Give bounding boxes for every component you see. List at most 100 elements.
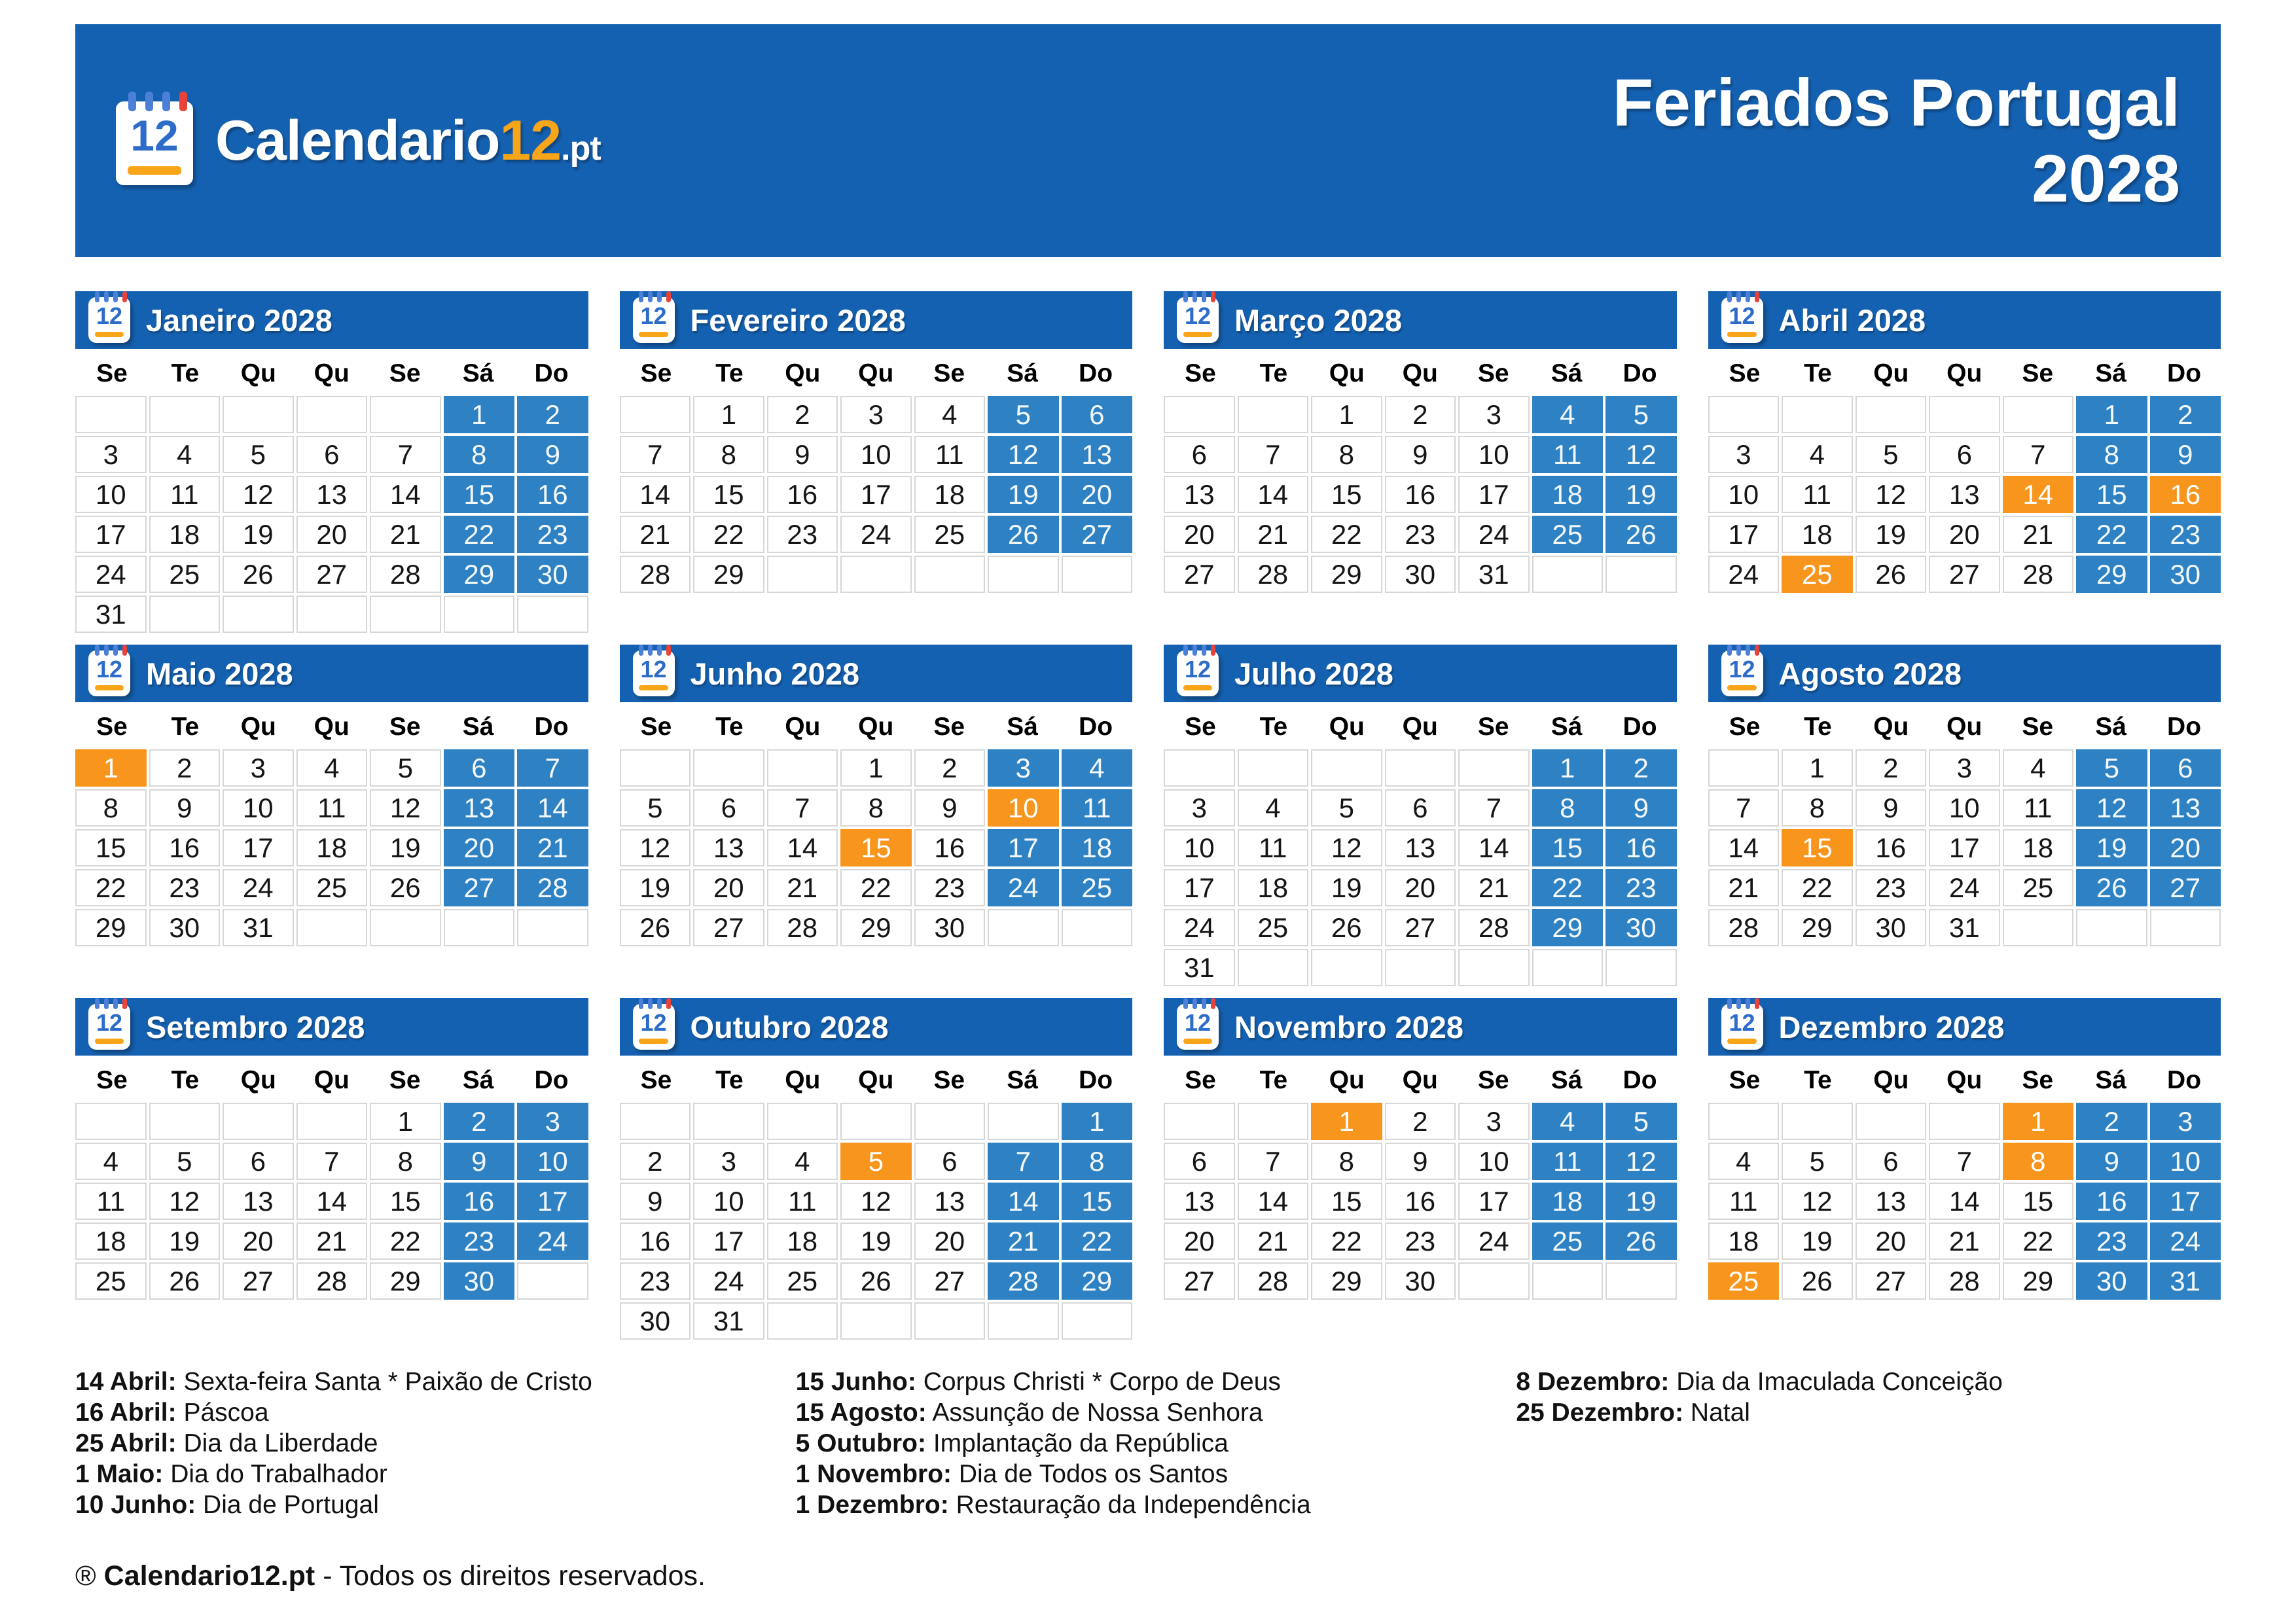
calendar-icon-ring (1201, 291, 1206, 302)
month-title: Fevereiro 2028 (690, 302, 906, 338)
day-cell-empty (75, 396, 147, 433)
day-cell: 24 (75, 556, 147, 593)
day-cell-weekend: 30 (443, 1262, 514, 1300)
day-cell: 20 (1384, 869, 1456, 906)
month-panel-1: 12 Janeiro 2028 Se Te Qu Qu Se Sá Do 1 2 3 4 5 6 7 8 9 10 1… (75, 291, 588, 633)
month-header: 12 Março 2028 (1164, 291, 1677, 349)
day-cell-weekend: 12 (1605, 1143, 1677, 1180)
day-cell: 27 (296, 556, 367, 593)
calendar-icon-number: 12 (1184, 656, 1211, 683)
day-cell-weekend: 10 (517, 1143, 588, 1180)
weekday-label: Te (1804, 359, 1832, 387)
calendar-icon-ring (113, 998, 118, 1009)
weekday-label: Te (171, 713, 200, 741)
day-cell: 18 (766, 1222, 838, 1260)
day-cell-empty (1708, 396, 1779, 433)
days-grid: 1 2 3 4 5 6 7 8 9 10 11 12 13 14 15 16 17 18 19 20 21 22 23 24 2… (1708, 1103, 2221, 1300)
day-cell: 20 (693, 869, 764, 906)
calendar-icon-ring-red (179, 92, 187, 111)
day-cell: 22 (1311, 1222, 1382, 1260)
day-cell-weekend: 3 (988, 749, 1059, 787)
calendar-icon-ring (1727, 291, 1732, 302)
weekday-label: Sá (1007, 713, 1038, 741)
day-cell-empty (840, 1302, 912, 1340)
day-cell: 23 (1384, 516, 1456, 553)
weekday-label: Qu (1402, 1066, 1438, 1094)
day-cell-empty (1605, 556, 1677, 593)
day-cell: 1 (370, 1103, 441, 1140)
calendar-icon-ring (103, 645, 109, 656)
day-cell-weekend: 6 (443, 749, 514, 787)
day-cell: 7 (619, 436, 691, 473)
logo-brand: Calendario (215, 109, 500, 172)
legend-item-date: 10 Junho: (75, 1491, 196, 1519)
day-cell: 10 (693, 1183, 764, 1220)
site-logo[interactable]: 12 Calendario12.pt (116, 92, 601, 185)
weekday-label: Se (2022, 713, 2054, 741)
day-cell-weekend: 2 (1605, 749, 1677, 787)
day-cell-weekend: 30 (2076, 1262, 2147, 1300)
holiday-legend: 14 Abril: Sexta-feira Santa * Paixão de … (75, 1366, 2221, 1520)
calendar-icon-ring-red (666, 291, 672, 302)
weekday-label: Se (389, 1066, 421, 1094)
day-cell: 7 (296, 1143, 367, 1180)
month-panel-9: 12 Setembro 2028 Se Te Qu Qu Se Sá Do 1 2 3 4 5 6 7 8 9 10… (75, 998, 588, 1300)
weekday-label: Qu (1873, 1066, 1909, 1094)
weekday-label: Te (1259, 359, 1288, 387)
weekday-label: Se (640, 1066, 672, 1094)
day-cell: 8 (693, 436, 764, 473)
day-cell: 2 (914, 749, 985, 787)
day-cell-empty (619, 396, 691, 433)
day-cell: 18 (2002, 829, 2073, 866)
legend-item-date: 14 Abril: (75, 1368, 177, 1396)
day-cell: 3 (223, 749, 294, 787)
day-cell: 17 (75, 516, 147, 553)
day-cell-empty (517, 909, 588, 946)
calendar-icon-ring (1192, 998, 1197, 1009)
day-cell: 7 (1929, 1143, 2000, 1180)
weekday-label: Qu (1946, 1066, 1982, 1094)
calendar-icon-underline (639, 1039, 668, 1044)
day-cell: 5 (370, 749, 441, 787)
month-calendar-icon: 12 (1177, 645, 1219, 696)
day-cell: 20 (296, 516, 367, 553)
day-cell: 4 (1237, 789, 1308, 827)
day-cell: 11 (2002, 789, 2073, 827)
day-cell: 28 (370, 556, 441, 593)
weekday-label: Do (1623, 713, 1657, 741)
weekday-label: Se (1185, 713, 1216, 741)
day-cell-weekend: 25 (1532, 516, 1603, 553)
day-cell: 11 (75, 1183, 147, 1220)
day-cell: 25 (75, 1262, 147, 1300)
day-cell: 8 (370, 1143, 441, 1180)
day-cell-weekend: 11 (1532, 1143, 1603, 1180)
weekday-label: Qu (240, 359, 276, 387)
day-cell-empty (296, 909, 367, 946)
calendar-icon-ring (103, 998, 109, 1009)
day-cell-weekend: 13 (2149, 789, 2221, 827)
footer-text: - Todos os direitos reservados. (323, 1560, 706, 1592)
day-cell-weekend: 19 (1605, 1183, 1677, 1220)
day-cell: 8 (1311, 1143, 1382, 1180)
day-cell-weekend: 23 (2149, 516, 2221, 553)
month-title: Julho 2028 (1234, 656, 1393, 691)
weekday-label: Te (171, 1066, 200, 1094)
calendar-icon-ring (1183, 998, 1188, 1009)
day-cell-weekend: 6 (2149, 749, 2221, 787)
day-cell-weekend: 9 (1605, 789, 1677, 827)
month-header: 12 Agosto 2028 (1708, 645, 2221, 702)
day-cell: 20 (914, 1222, 985, 1260)
day-cell: 28 (296, 1262, 367, 1300)
calendar-icon-number: 12 (96, 302, 123, 329)
day-cell-holiday: 5 (840, 1143, 912, 1180)
days-grid: 1 2 3 4 5 6 7 8 9 10 11 12 13 14 15 16 17 18 19 20 21 22 23 24 2… (619, 1103, 1132, 1340)
weekday-label: Do (534, 1066, 569, 1094)
legend-item-name: Sexta-feira Santa * Paixão de Cristo (183, 1368, 592, 1396)
day-cell: 28 (1237, 556, 1308, 593)
day-cell: 30 (1384, 1262, 1456, 1300)
day-cell-weekend: 24 (2149, 1222, 2221, 1260)
day-cell: 18 (1708, 1222, 1779, 1260)
weekday-label: Se (96, 359, 128, 387)
calendar-icon-underline (94, 1039, 124, 1044)
day-cell-weekend: 4 (1532, 396, 1603, 433)
